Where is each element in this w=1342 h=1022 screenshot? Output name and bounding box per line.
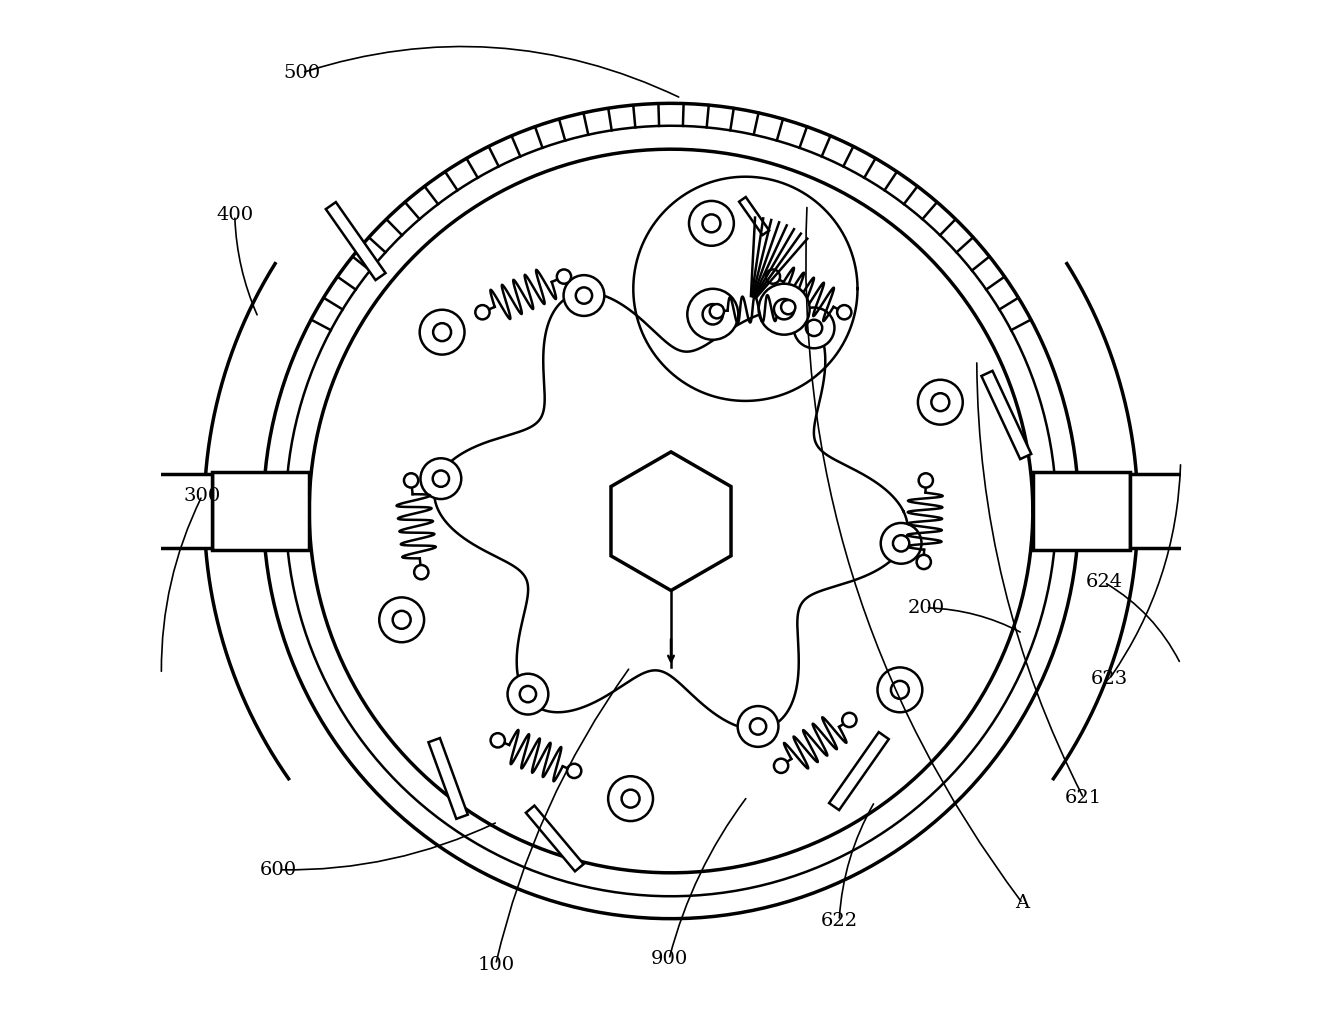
Polygon shape bbox=[611, 452, 731, 591]
Circle shape bbox=[774, 758, 788, 773]
Polygon shape bbox=[326, 202, 385, 280]
Circle shape bbox=[420, 310, 464, 355]
Circle shape bbox=[519, 686, 535, 702]
Polygon shape bbox=[526, 805, 584, 872]
Circle shape bbox=[568, 763, 581, 778]
Bar bbox=[115, 459, 141, 474]
Polygon shape bbox=[739, 197, 769, 235]
Polygon shape bbox=[254, 93, 1088, 929]
Circle shape bbox=[892, 536, 910, 552]
Circle shape bbox=[687, 289, 738, 339]
Circle shape bbox=[774, 299, 794, 320]
Bar bbox=[1130, 474, 1232, 548]
Bar bbox=[212, 472, 309, 550]
Circle shape bbox=[404, 473, 419, 487]
Text: 500: 500 bbox=[283, 63, 321, 82]
Text: 621: 621 bbox=[1066, 789, 1102, 807]
Circle shape bbox=[702, 215, 721, 232]
Circle shape bbox=[918, 380, 962, 424]
Circle shape bbox=[576, 287, 592, 304]
Text: 900: 900 bbox=[651, 950, 687, 969]
Circle shape bbox=[557, 270, 572, 284]
Circle shape bbox=[880, 523, 922, 564]
Circle shape bbox=[878, 667, 922, 712]
Circle shape bbox=[491, 733, 505, 747]
Circle shape bbox=[621, 790, 640, 807]
Circle shape bbox=[564, 275, 604, 316]
Circle shape bbox=[380, 598, 424, 642]
Circle shape bbox=[931, 393, 949, 411]
Circle shape bbox=[703, 305, 723, 324]
Text: 200: 200 bbox=[907, 599, 945, 617]
Circle shape bbox=[420, 458, 462, 499]
Circle shape bbox=[475, 306, 490, 320]
Circle shape bbox=[710, 305, 723, 319]
Text: 400: 400 bbox=[216, 206, 254, 225]
Text: 300: 300 bbox=[184, 486, 221, 505]
Circle shape bbox=[433, 323, 451, 341]
Circle shape bbox=[688, 201, 734, 245]
Text: 623: 623 bbox=[1091, 670, 1127, 688]
Circle shape bbox=[750, 718, 766, 735]
Circle shape bbox=[807, 320, 823, 336]
Polygon shape bbox=[981, 371, 1031, 459]
Circle shape bbox=[415, 565, 428, 579]
Circle shape bbox=[608, 777, 654, 821]
Circle shape bbox=[393, 611, 411, 629]
Circle shape bbox=[793, 308, 835, 349]
Circle shape bbox=[917, 555, 931, 569]
Text: 622: 622 bbox=[820, 912, 858, 930]
Bar bbox=[110, 474, 212, 548]
Circle shape bbox=[758, 284, 809, 334]
Circle shape bbox=[432, 470, 450, 486]
Text: 624: 624 bbox=[1086, 573, 1123, 592]
Circle shape bbox=[891, 681, 909, 699]
Circle shape bbox=[507, 673, 549, 714]
Polygon shape bbox=[829, 732, 888, 810]
Polygon shape bbox=[428, 738, 468, 819]
Text: 600: 600 bbox=[260, 861, 297, 879]
Text: 100: 100 bbox=[478, 956, 514, 974]
Bar bbox=[1201, 459, 1227, 474]
Circle shape bbox=[843, 712, 856, 727]
Circle shape bbox=[781, 300, 796, 315]
Circle shape bbox=[837, 306, 851, 320]
Circle shape bbox=[766, 270, 780, 284]
Circle shape bbox=[738, 706, 778, 747]
Circle shape bbox=[919, 473, 933, 487]
Bar bbox=[1033, 472, 1130, 550]
Polygon shape bbox=[435, 292, 907, 730]
Text: A: A bbox=[1016, 894, 1029, 913]
